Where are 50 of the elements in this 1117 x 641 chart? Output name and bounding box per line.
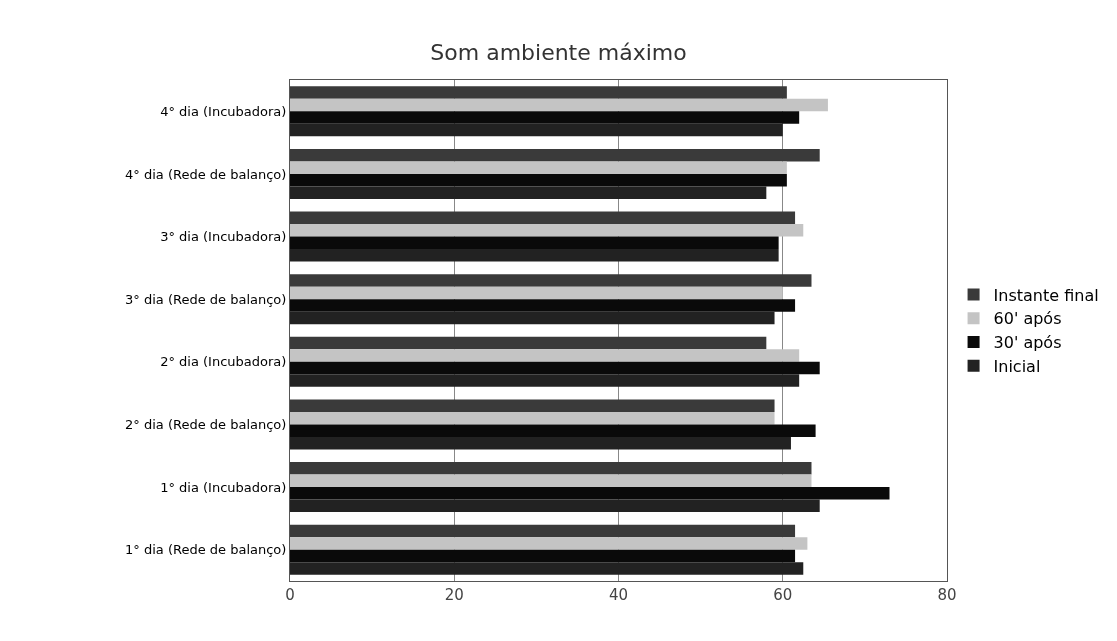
bar [290, 549, 796, 563]
bar [290, 349, 800, 362]
bar [290, 86, 787, 99]
legend-label: Inicial [993, 357, 1041, 377]
bar [290, 499, 820, 513]
y-tick-label: 1° dia (Rede de balanço) [125, 542, 287, 558]
bar [290, 148, 820, 162]
bar [290, 361, 820, 375]
chart-title: Som ambiente máximo [430, 40, 687, 66]
y-tick-label: 4° dia (Incubadora) [160, 103, 287, 119]
y-tick-label: 3° dia (Rede de balanço) [125, 291, 287, 307]
y-tick-label: 2° dia (Rede de balanço) [125, 416, 287, 432]
legend-label: Instante final [993, 285, 1099, 305]
y-tick-label: 4° dia (Rede de balanço) [125, 166, 287, 182]
bar [290, 236, 779, 250]
bar [290, 462, 812, 475]
bar [290, 411, 775, 425]
bar [290, 123, 783, 137]
bar [290, 211, 796, 225]
y-tick-label: 1° dia (Incubadora) [160, 479, 287, 495]
bar [290, 161, 787, 174]
bar [290, 524, 796, 538]
x-tick-label: 80 [937, 586, 957, 604]
bar [290, 311, 775, 325]
legend-label: 60' após [993, 309, 1062, 329]
bar [290, 436, 791, 450]
bar [290, 424, 816, 437]
bar [290, 474, 812, 488]
bar [290, 111, 800, 124]
x-tick-label: 60 [773, 586, 793, 604]
bar [290, 562, 804, 575]
x-tick-label: 20 [444, 586, 464, 604]
bar [290, 224, 804, 237]
bar [290, 537, 808, 550]
bar [290, 336, 767, 350]
bar [290, 98, 828, 112]
x-tick-label: 0 [285, 586, 295, 604]
bar [290, 399, 775, 412]
bar [290, 299, 796, 312]
bar [290, 173, 787, 187]
bar [290, 186, 767, 199]
bar [290, 274, 812, 287]
legend-label: 30' após [993, 333, 1062, 353]
x-tick-label: 40 [608, 586, 629, 604]
y-tick-label: 3° dia (Incubadora) [160, 229, 287, 245]
bar [290, 249, 779, 262]
bar [290, 286, 783, 300]
y-tick-label: 2° dia (Incubadora) [160, 354, 287, 370]
bar [290, 374, 800, 387]
bar [290, 487, 890, 500]
